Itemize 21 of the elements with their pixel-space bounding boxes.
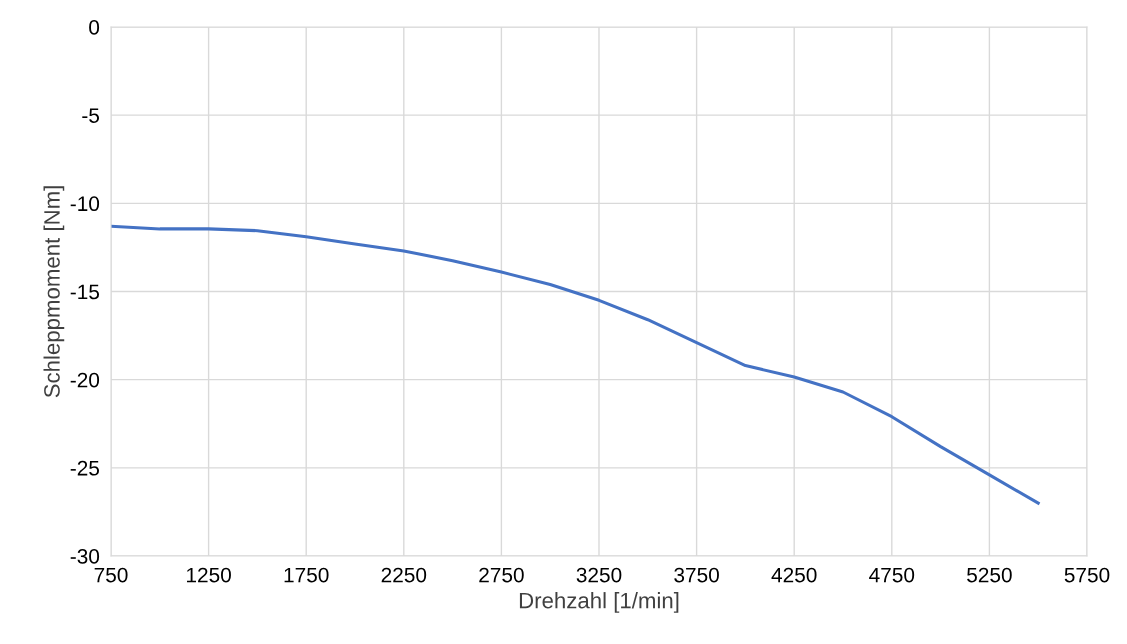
x-tick-label: 1750 [284,567,329,583]
x-axis-title: Drehzahl [1/min] [519,592,679,613]
y-tick-label: -20 [70,372,100,388]
x-tick-label: 5250 [967,567,1012,583]
y-tick-label: -5 [82,108,100,123]
x-tick-label: 2250 [381,567,427,583]
x-tick-label: 4750 [869,567,915,583]
x-tick-label: 1250 [187,567,231,583]
x-tick-label: 750 [94,567,128,583]
y-tick-label: -30 [70,549,100,564]
x-tick-label: 2750 [479,567,524,583]
y-tick-label: 0 [89,20,100,35]
line-series [111,224,1040,505]
x-tick-label: 3750 [674,567,719,583]
y-tick-label: -10 [70,196,100,212]
y-tick-label: -25 [70,460,100,476]
x-tick-label: 4250 [771,567,817,583]
x-tick-label: 3250 [576,567,622,583]
y-tick-label: -15 [70,284,100,300]
x-tick-label: 5750 [1064,567,1110,583]
y-axis-title: Schleppmoment [Nm] [43,186,65,398]
